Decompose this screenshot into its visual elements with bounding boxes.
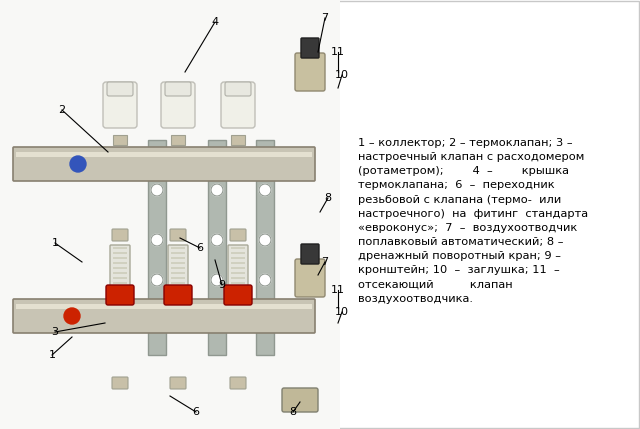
Bar — [231, 262, 245, 264]
Bar — [113, 267, 127, 269]
Bar — [148, 140, 166, 355]
Circle shape — [151, 234, 163, 246]
Bar — [113, 135, 127, 145]
Circle shape — [211, 274, 223, 286]
Bar — [171, 257, 185, 259]
Circle shape — [70, 156, 86, 172]
Text: 7: 7 — [321, 13, 328, 23]
Bar — [0, 0, 340, 429]
FancyBboxPatch shape — [225, 82, 251, 96]
Text: 4: 4 — [211, 17, 219, 27]
FancyBboxPatch shape — [161, 82, 195, 128]
Bar — [16, 303, 312, 308]
Text: 3: 3 — [51, 327, 58, 337]
FancyBboxPatch shape — [170, 229, 186, 241]
Bar — [231, 267, 245, 269]
Bar — [113, 282, 127, 284]
Bar — [171, 272, 185, 274]
Bar — [208, 140, 226, 355]
Bar — [171, 252, 185, 254]
Bar — [231, 247, 245, 249]
Circle shape — [259, 184, 271, 196]
Bar — [231, 277, 245, 279]
Text: 1 – коллектор; 2 – термоклапан; 3 –
настроечный клапан с расходомером
(ротаметро: 1 – коллектор; 2 – термоклапан; 3 – наст… — [358, 138, 588, 304]
Text: 6: 6 — [193, 407, 200, 417]
Text: 1: 1 — [51, 238, 58, 248]
FancyBboxPatch shape — [230, 229, 246, 241]
FancyBboxPatch shape — [106, 285, 134, 305]
FancyBboxPatch shape — [112, 377, 128, 389]
FancyBboxPatch shape — [112, 229, 128, 241]
Circle shape — [211, 184, 223, 196]
FancyBboxPatch shape — [164, 285, 192, 305]
FancyBboxPatch shape — [103, 82, 137, 128]
Bar — [231, 252, 245, 254]
Text: 11: 11 — [331, 285, 345, 295]
Circle shape — [151, 274, 163, 286]
Bar — [171, 247, 185, 249]
FancyBboxPatch shape — [301, 38, 319, 58]
Bar — [16, 151, 312, 157]
Circle shape — [151, 184, 163, 196]
Bar — [171, 267, 185, 269]
Circle shape — [259, 274, 271, 286]
FancyBboxPatch shape — [228, 245, 248, 295]
Bar — [171, 282, 185, 284]
Bar — [113, 247, 127, 249]
FancyBboxPatch shape — [295, 53, 325, 91]
Circle shape — [64, 308, 80, 324]
Text: 6: 6 — [196, 243, 204, 253]
Text: 7: 7 — [321, 257, 328, 267]
Bar — [171, 262, 185, 264]
FancyBboxPatch shape — [107, 82, 133, 96]
FancyBboxPatch shape — [165, 82, 191, 96]
Text: 8: 8 — [324, 193, 332, 203]
Bar — [231, 282, 245, 284]
FancyBboxPatch shape — [13, 299, 315, 333]
Bar — [231, 135, 245, 145]
FancyBboxPatch shape — [282, 388, 318, 412]
Bar — [231, 272, 245, 274]
Text: 8: 8 — [289, 407, 296, 417]
Bar — [171, 277, 185, 279]
FancyBboxPatch shape — [13, 147, 315, 181]
Text: 11: 11 — [331, 47, 345, 57]
FancyBboxPatch shape — [224, 285, 252, 305]
Bar — [113, 272, 127, 274]
FancyBboxPatch shape — [301, 244, 319, 264]
Circle shape — [211, 234, 223, 246]
Text: 9: 9 — [218, 280, 225, 290]
Bar — [171, 135, 185, 145]
FancyBboxPatch shape — [170, 377, 186, 389]
Bar — [113, 262, 127, 264]
FancyBboxPatch shape — [110, 245, 130, 295]
Circle shape — [259, 234, 271, 246]
FancyBboxPatch shape — [168, 245, 188, 295]
Bar — [113, 257, 127, 259]
Text: 2: 2 — [58, 105, 65, 115]
Bar — [231, 257, 245, 259]
FancyBboxPatch shape — [230, 377, 246, 389]
Text: 10: 10 — [335, 70, 349, 80]
Bar — [113, 277, 127, 279]
Text: 10: 10 — [335, 307, 349, 317]
Text: 1: 1 — [49, 350, 56, 360]
FancyBboxPatch shape — [295, 259, 325, 297]
FancyBboxPatch shape — [221, 82, 255, 128]
Bar — [256, 140, 274, 355]
Bar — [113, 252, 127, 254]
